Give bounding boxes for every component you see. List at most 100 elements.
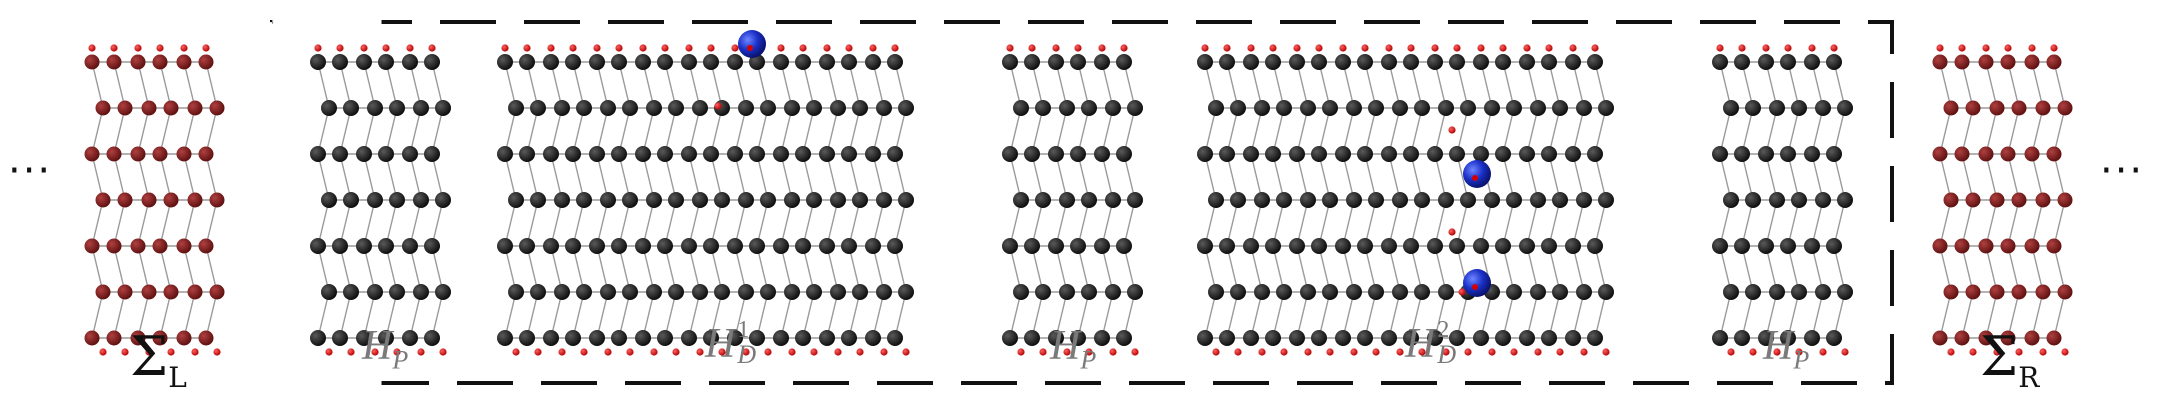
bond	[1939, 245, 1952, 293]
carbon-atom	[1230, 192, 1246, 208]
carbon-atom	[876, 192, 892, 208]
carbon-atom	[1403, 330, 1419, 346]
lead-atom	[141, 100, 157, 116]
carbon-atom	[1587, 330, 1603, 346]
carbon-atom	[830, 100, 846, 116]
carbon-atom	[1311, 330, 1327, 346]
bond	[183, 153, 196, 201]
hydrogen-atom	[593, 44, 601, 52]
carbon-atom	[887, 54, 903, 70]
bond	[183, 199, 196, 247]
carbon-atom	[356, 146, 372, 162]
carbon-atom	[749, 238, 765, 254]
carbon-atom	[1758, 146, 1774, 162]
carbon-atom	[1381, 146, 1397, 162]
lead-atom	[187, 192, 203, 208]
bond	[2053, 291, 2066, 339]
hydrogen-atom	[1109, 348, 1117, 356]
carbon-atom	[1780, 54, 1796, 70]
carbon-atom	[321, 100, 337, 116]
lead-atom	[198, 238, 214, 254]
carbon-atom	[1427, 54, 1443, 70]
carbon-atom	[1519, 330, 1535, 346]
hydrogen-atom	[891, 44, 899, 52]
carbon-atom	[576, 284, 592, 300]
hydrogen-atom	[1407, 44, 1415, 52]
lead-atom	[1932, 146, 1948, 162]
carbon-atom	[1791, 192, 1807, 208]
hydrogen-atom	[1234, 348, 1242, 356]
carbon-atom	[1723, 192, 1739, 208]
bond	[1939, 107, 1952, 155]
bond	[91, 245, 104, 293]
carbon-atom	[519, 54, 535, 70]
carbon-atom	[1230, 100, 1246, 116]
bond	[137, 245, 150, 293]
hydrogen-atom	[1969, 348, 1977, 356]
carbon-atom	[657, 54, 673, 70]
lead-atom	[152, 330, 168, 346]
carbon-atom	[876, 100, 892, 116]
hydrogen-atom	[1120, 44, 1128, 52]
lead-atom	[130, 330, 146, 346]
carbon-atom	[367, 100, 383, 116]
carbon-atom	[554, 284, 570, 300]
hydrogen-atom	[382, 44, 390, 52]
carbon-atom	[1265, 54, 1281, 70]
carbon-atom	[1460, 100, 1476, 116]
lead-atom	[141, 192, 157, 208]
carbon-atom	[1243, 238, 1259, 254]
hydrogen-atom	[650, 348, 658, 356]
carbon-atom	[611, 238, 627, 254]
carbon-atom	[727, 330, 743, 346]
hydrogen-atom	[615, 44, 623, 52]
hydrogen-atom	[1201, 44, 1209, 52]
carbon-atom	[424, 330, 440, 346]
bond	[91, 61, 104, 109]
hydrogen-atom	[1749, 348, 1757, 356]
carbon-atom	[865, 54, 881, 70]
lead-atom	[106, 146, 122, 162]
carbon-atom	[1438, 284, 1454, 300]
carbon-atom	[1289, 146, 1305, 162]
bond	[1939, 153, 1952, 201]
sigma-right-subscript: R	[2018, 360, 2040, 394]
carbon-atom	[1048, 146, 1064, 162]
carbon-atom	[1484, 192, 1500, 208]
lead-atom	[2057, 192, 2073, 208]
carbon-atom	[1745, 284, 1761, 300]
hydrogen-atom	[1039, 348, 1047, 356]
hydrogen-atom	[696, 348, 704, 356]
lead-atom	[2035, 192, 2051, 208]
adatom	[1463, 160, 1491, 188]
carbon-atom	[1105, 284, 1121, 300]
carbon-atom	[1208, 100, 1224, 116]
carbon-atom	[1473, 146, 1489, 162]
carbon-atom	[1734, 146, 1750, 162]
carbon-atom	[784, 100, 800, 116]
hydrogen-atom	[2039, 348, 2047, 356]
carbon-atom	[1484, 100, 1500, 116]
pristine-hamiltonian-label-2: HP	[1050, 323, 1097, 375]
carbon-atom	[1712, 146, 1728, 162]
atom-layer	[84, 30, 2073, 356]
carbon-atom	[1541, 146, 1557, 162]
hydrogen-atom	[1396, 348, 1404, 356]
bond	[1961, 153, 1974, 201]
carbon-atom	[424, 238, 440, 254]
carbon-atom	[1116, 146, 1132, 162]
bond	[113, 291, 126, 339]
carbon-atom	[1254, 100, 1270, 116]
carbon-atom	[1506, 100, 1522, 116]
carbon-atom	[1024, 238, 1040, 254]
hydrogen-atom	[1591, 44, 1599, 52]
carbon-atom	[819, 146, 835, 162]
carbon-atom	[611, 146, 627, 162]
carbon-atom	[402, 238, 418, 254]
bond	[1961, 107, 1974, 155]
lead-atom	[152, 238, 168, 254]
hydrogen-atom	[1738, 44, 1746, 52]
carbon-atom	[1048, 54, 1064, 70]
hydrogen-atom	[1936, 44, 1944, 52]
carbon-atom	[576, 192, 592, 208]
